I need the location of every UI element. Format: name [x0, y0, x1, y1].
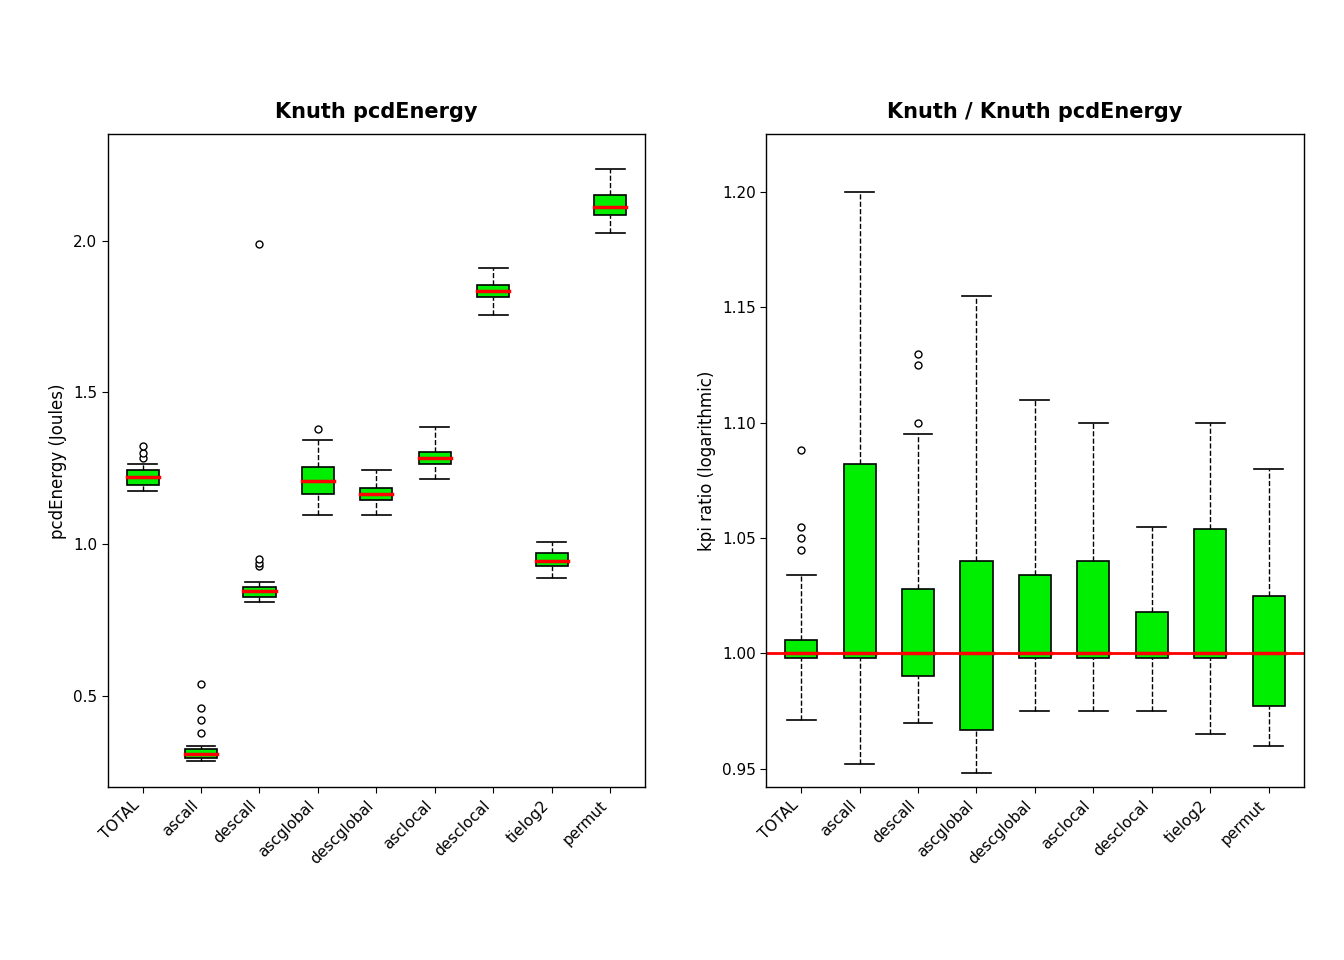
Title: Knuth / Knuth pcdEnergy: Knuth / Knuth pcdEnergy: [887, 102, 1183, 122]
Bar: [844, 465, 876, 658]
Bar: [1193, 529, 1226, 658]
Bar: [1019, 575, 1051, 658]
Bar: [902, 588, 934, 677]
Y-axis label: kpi ratio (logarithmic): kpi ratio (logarithmic): [699, 371, 716, 551]
Bar: [419, 452, 450, 464]
Bar: [185, 749, 218, 758]
Bar: [1253, 596, 1285, 707]
Bar: [243, 587, 276, 597]
Bar: [1136, 612, 1168, 658]
Bar: [1078, 562, 1109, 658]
Title: Knuth pcdEnergy: Knuth pcdEnergy: [276, 102, 477, 122]
Bar: [961, 562, 992, 730]
Bar: [785, 639, 817, 658]
Bar: [535, 553, 567, 566]
Bar: [594, 195, 626, 215]
Bar: [126, 469, 159, 485]
Bar: [360, 488, 392, 500]
Bar: [302, 467, 333, 494]
Bar: [477, 285, 509, 297]
Y-axis label: pcdEnergy (Joules): pcdEnergy (Joules): [50, 383, 67, 539]
